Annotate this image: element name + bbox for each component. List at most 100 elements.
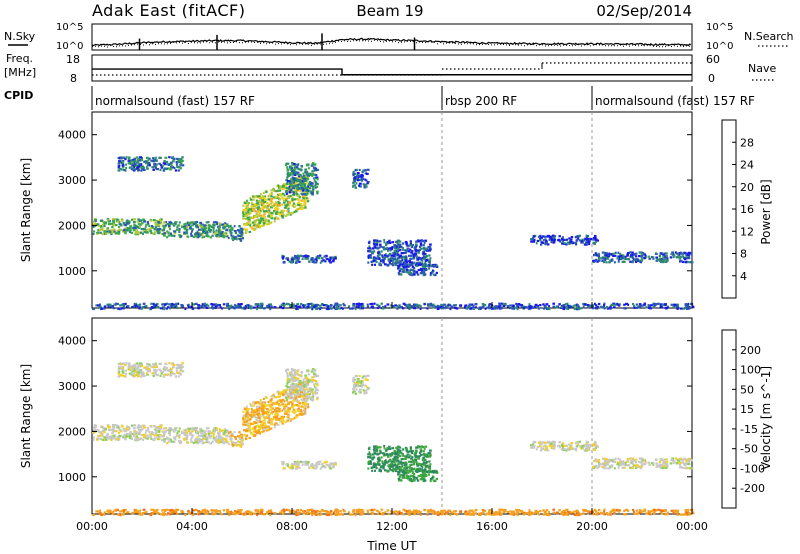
- power-cell: [635, 258, 639, 261]
- velocity-cell: [162, 432, 166, 435]
- power-cell: [585, 236, 589, 239]
- velocity-cell: [387, 460, 390, 463]
- power-cell: [139, 306, 142, 309]
- power-cell: [133, 159, 137, 162]
- velocity-cell: [402, 458, 405, 461]
- velocity-cell: [169, 367, 173, 370]
- power-heatmap: [92, 112, 695, 311]
- power-cell: [688, 251, 690, 255]
- power-cell: [601, 257, 605, 260]
- power-cell: [137, 169, 141, 172]
- velocity-cell: [92, 431, 95, 434]
- power-cell: [384, 305, 387, 308]
- power-cell: [322, 259, 325, 262]
- power-cell: [404, 255, 408, 258]
- power-cell: [378, 263, 382, 266]
- power-cell: [444, 307, 447, 310]
- velocity-cell: [415, 459, 418, 462]
- power-cell: [187, 223, 191, 227]
- power-cell: [299, 187, 301, 190]
- power-cell: [267, 219, 270, 222]
- velocity-cell: [312, 391, 315, 394]
- velocity-cell: [302, 409, 306, 412]
- velocity-cell: [134, 433, 137, 436]
- velocity-cell: [376, 445, 379, 448]
- power-cell: [276, 217, 280, 220]
- power-cell: [294, 261, 298, 264]
- velocity-cell: [400, 479, 403, 482]
- power-cell: [119, 167, 122, 171]
- velocity-cell: [165, 366, 169, 370]
- power-cell: [258, 221, 262, 225]
- power-cell: [294, 188, 296, 191]
- power-cell: [194, 302, 198, 305]
- power-cell: [297, 198, 300, 201]
- power-cell: [364, 172, 368, 175]
- power-cell: [298, 168, 302, 171]
- power-cell: [214, 303, 216, 306]
- power-cell: [133, 161, 136, 164]
- power-cell: [291, 186, 295, 189]
- power-cell: [665, 254, 668, 258]
- velocity-cell: [176, 432, 179, 435]
- velocity-cell: [222, 441, 226, 444]
- power-cell: [627, 303, 630, 306]
- power-cell: [575, 307, 578, 310]
- power-cell: [586, 235, 590, 238]
- velocity-cell: [187, 429, 191, 433]
- velocity-cell: [308, 373, 310, 376]
- power-cell: [181, 159, 184, 162]
- velocity-cell: [302, 401, 305, 405]
- power-cell: [398, 243, 402, 247]
- power-cell: [367, 255, 370, 258]
- velocity-cell: [146, 427, 149, 430]
- power-cell: [215, 233, 218, 236]
- velocity-cell: [263, 411, 267, 414]
- power-cell: [626, 258, 629, 261]
- power-cell: [103, 230, 107, 233]
- power-cell: [633, 304, 635, 307]
- power-cell: [263, 222, 266, 225]
- power-cell: [291, 163, 295, 166]
- power-cell: [361, 179, 364, 182]
- velocity-cell: [286, 382, 289, 385]
- power-cell: [309, 306, 313, 309]
- power-cell: [515, 306, 518, 309]
- velocity-cell: [224, 429, 227, 433]
- power-cell: [582, 302, 585, 306]
- velocity-cell: [241, 443, 245, 446]
- date-title: 02/Sep/2014: [596, 2, 692, 20]
- power-cell: [140, 228, 144, 231]
- power-panel-frame: [91, 111, 693, 309]
- power-cell: [633, 306, 636, 309]
- power-cell: [635, 255, 638, 258]
- power-cell: [498, 305, 502, 308]
- power-cell: [422, 250, 426, 253]
- power-cell: [489, 303, 492, 306]
- velocity-cell: [354, 392, 358, 395]
- power-cell: [401, 247, 404, 250]
- velocity-cell: [303, 384, 307, 387]
- power-cell: [281, 188, 285, 191]
- power-cell: [144, 225, 147, 228]
- power-cell: [243, 227, 246, 230]
- velocity-cell: [355, 374, 358, 377]
- power-cell: [177, 160, 181, 163]
- power-cell: [338, 307, 342, 310]
- beam-title: Beam 19: [356, 2, 423, 20]
- power-cell: [365, 172, 369, 175]
- velocity-cell: [220, 438, 224, 442]
- power-cell: [676, 303, 680, 306]
- velocity-cell: [320, 466, 324, 469]
- velocity-cell: [112, 427, 116, 430]
- velocity-cell: [263, 422, 266, 425]
- power-cell: [281, 215, 284, 218]
- velocity-cell: [112, 425, 116, 428]
- power-cell: [594, 252, 597, 255]
- power-cell: [169, 307, 171, 310]
- power-cell: [146, 221, 149, 224]
- power-cell: [587, 306, 590, 309]
- power-cell: [318, 254, 322, 257]
- velocity-cell: [299, 382, 302, 385]
